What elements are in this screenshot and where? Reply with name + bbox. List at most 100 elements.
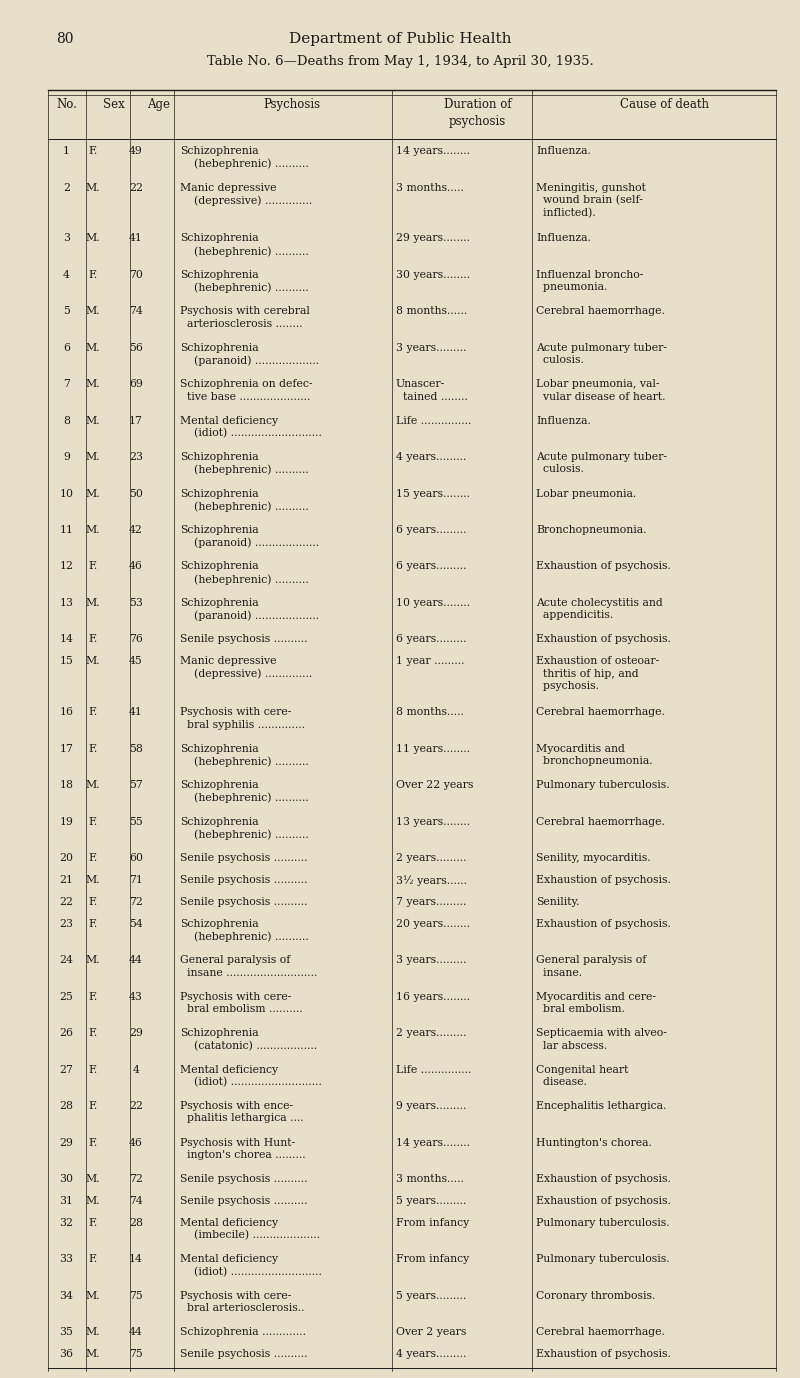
Text: 6: 6 xyxy=(63,343,70,353)
Text: 21: 21 xyxy=(59,875,74,885)
Text: Life ...............: Life ............... xyxy=(396,416,471,426)
Text: 80: 80 xyxy=(56,32,74,45)
Text: Psychosis with cerebral
  arteriosclerosis ........: Psychosis with cerebral arteriosclerosis… xyxy=(180,306,310,329)
Text: Senile psychosis ..........: Senile psychosis .......... xyxy=(180,1349,307,1359)
Text: Exhaustion of psychosis.: Exhaustion of psychosis. xyxy=(536,1174,671,1184)
Text: Schizophrenia
    (hebephrenic) ..........: Schizophrenia (hebephrenic) .......... xyxy=(180,744,309,766)
Text: 74: 74 xyxy=(129,306,143,317)
Text: Age: Age xyxy=(147,98,170,110)
Text: 5 years.........: 5 years......... xyxy=(396,1196,466,1206)
Text: M.: M. xyxy=(86,306,100,317)
Text: F.: F. xyxy=(88,919,98,929)
Text: Exhaustion of psychosis.: Exhaustion of psychosis. xyxy=(536,875,671,885)
Text: 25: 25 xyxy=(59,992,74,1002)
Text: F.: F. xyxy=(88,1101,98,1111)
Text: Pulmonary tuberculosis.: Pulmonary tuberculosis. xyxy=(536,1254,670,1264)
Text: 41: 41 xyxy=(129,233,143,244)
Text: 3 years.........: 3 years......... xyxy=(396,955,466,965)
Text: 75: 75 xyxy=(129,1349,143,1359)
Text: F.: F. xyxy=(88,146,98,156)
Text: M.: M. xyxy=(86,875,100,885)
Text: 72: 72 xyxy=(129,1174,143,1184)
Text: From infancy: From infancy xyxy=(396,1254,470,1264)
Text: Life ...............: Life ............... xyxy=(396,1065,471,1075)
Text: 36: 36 xyxy=(59,1349,74,1359)
Text: Senile psychosis ..........: Senile psychosis .......... xyxy=(180,875,307,885)
Text: 23: 23 xyxy=(129,452,143,462)
Text: 3 years.........: 3 years......... xyxy=(396,343,466,353)
Text: Psychosis with Hunt-
  ington's chorea .........: Psychosis with Hunt- ington's chorea ...… xyxy=(180,1137,306,1160)
Text: F.: F. xyxy=(88,744,98,754)
Text: 4: 4 xyxy=(63,270,70,280)
Text: 1 year .........: 1 year ......... xyxy=(396,656,465,667)
Text: Senile psychosis ..........: Senile psychosis .......... xyxy=(180,1196,307,1206)
Text: M.: M. xyxy=(86,525,100,535)
Text: 10: 10 xyxy=(59,489,74,499)
Text: 30: 30 xyxy=(59,1174,74,1184)
Text: 15: 15 xyxy=(59,656,74,667)
Text: 10 years........: 10 years........ xyxy=(396,598,470,608)
Text: M.: M. xyxy=(86,598,100,608)
Text: 16 years........: 16 years........ xyxy=(396,992,470,1002)
Text: 26: 26 xyxy=(59,1028,74,1038)
Text: Over 2 years: Over 2 years xyxy=(396,1327,466,1337)
Text: 35: 35 xyxy=(59,1327,74,1337)
Text: 29: 29 xyxy=(129,1028,143,1038)
Text: M.: M. xyxy=(86,1196,100,1206)
Text: 28: 28 xyxy=(59,1101,74,1111)
Text: Influenza.: Influenza. xyxy=(536,416,591,426)
Text: Mental deficiency
    (imbecile) ....................: Mental deficiency (imbecile) ...........… xyxy=(180,1218,320,1240)
Text: 6 years.........: 6 years......... xyxy=(396,561,466,572)
Text: Psychosis with cere-
  bral embolism ..........: Psychosis with cere- bral embolism .....… xyxy=(180,992,302,1014)
Text: Myocarditis and cere-
  bral embolism.: Myocarditis and cere- bral embolism. xyxy=(536,992,656,1014)
Text: 23: 23 xyxy=(59,919,74,929)
Text: 54: 54 xyxy=(129,919,143,929)
Text: 2 years.........: 2 years......... xyxy=(396,1028,466,1038)
Text: Manic depressive
    (depressive) ..............: Manic depressive (depressive) ..........… xyxy=(180,182,312,205)
Text: 34: 34 xyxy=(59,1291,74,1301)
Text: Over 22 years: Over 22 years xyxy=(396,780,474,790)
Text: Lobar pneumonia, val-
  vular disease of heart.: Lobar pneumonia, val- vular disease of h… xyxy=(536,379,666,401)
Text: Unascer-
  tained ........: Unascer- tained ........ xyxy=(396,379,468,401)
Text: From infancy: From infancy xyxy=(396,1218,470,1228)
Text: M.: M. xyxy=(86,1327,100,1337)
Text: 70: 70 xyxy=(129,270,143,280)
Text: Acute pulmonary tuber-
  culosis.: Acute pulmonary tuber- culosis. xyxy=(536,343,667,365)
Text: 29 years........: 29 years........ xyxy=(396,233,470,244)
Text: Influenza.: Influenza. xyxy=(536,233,591,244)
Text: 49: 49 xyxy=(129,146,143,156)
Text: 19: 19 xyxy=(59,817,74,827)
Text: 18: 18 xyxy=(59,780,74,790)
Text: 16: 16 xyxy=(59,707,74,717)
Text: 3½ years......: 3½ years...... xyxy=(396,875,467,886)
Text: Schizophrenia
    (hebephrenic) ..........: Schizophrenia (hebephrenic) .......... xyxy=(180,452,309,475)
Text: M.: M. xyxy=(86,182,100,193)
Text: Table No. 6—Deaths from May 1, 1934, to April 30, 1935.: Table No. 6—Deaths from May 1, 1934, to … xyxy=(206,55,594,68)
Text: 13 years........: 13 years........ xyxy=(396,817,470,827)
Text: 46: 46 xyxy=(129,561,143,572)
Text: 69: 69 xyxy=(129,379,143,389)
Text: 41: 41 xyxy=(129,707,143,717)
Text: F.: F. xyxy=(88,561,98,572)
Text: Influenza.: Influenza. xyxy=(536,146,591,156)
Text: 56: 56 xyxy=(129,343,143,353)
Text: Schizophrenia
    (hebephrenic) ..........: Schizophrenia (hebephrenic) .......... xyxy=(180,270,309,294)
Text: 8 months.....: 8 months..... xyxy=(396,707,464,717)
Text: Schizophrenia
    (paranoid) ...................: Schizophrenia (paranoid) ...............… xyxy=(180,598,319,621)
Text: M.: M. xyxy=(86,1349,100,1359)
Text: 31: 31 xyxy=(59,1196,74,1206)
Text: 75: 75 xyxy=(129,1291,143,1301)
Text: Influenzal broncho-
  pneumonia.: Influenzal broncho- pneumonia. xyxy=(536,270,643,292)
Text: 5 years.........: 5 years......... xyxy=(396,1291,466,1301)
Text: 17: 17 xyxy=(129,416,143,426)
Text: Congenital heart
  disease.: Congenital heart disease. xyxy=(536,1065,628,1087)
Text: Pulmonary tuberculosis.: Pulmonary tuberculosis. xyxy=(536,780,670,790)
Text: 28: 28 xyxy=(129,1218,143,1228)
Text: Schizophrenia
    (paranoid) ...................: Schizophrenia (paranoid) ...............… xyxy=(180,343,319,367)
Text: Septicaemia with alveo-
  lar abscess.: Septicaemia with alveo- lar abscess. xyxy=(536,1028,667,1050)
Text: F.: F. xyxy=(88,1028,98,1038)
Text: Cause of death: Cause of death xyxy=(619,98,709,110)
Text: 60: 60 xyxy=(129,853,143,863)
Text: Schizophrenia
    (hebephrenic) ..........: Schizophrenia (hebephrenic) .......... xyxy=(180,561,309,584)
Text: 8 months......: 8 months...... xyxy=(396,306,467,317)
